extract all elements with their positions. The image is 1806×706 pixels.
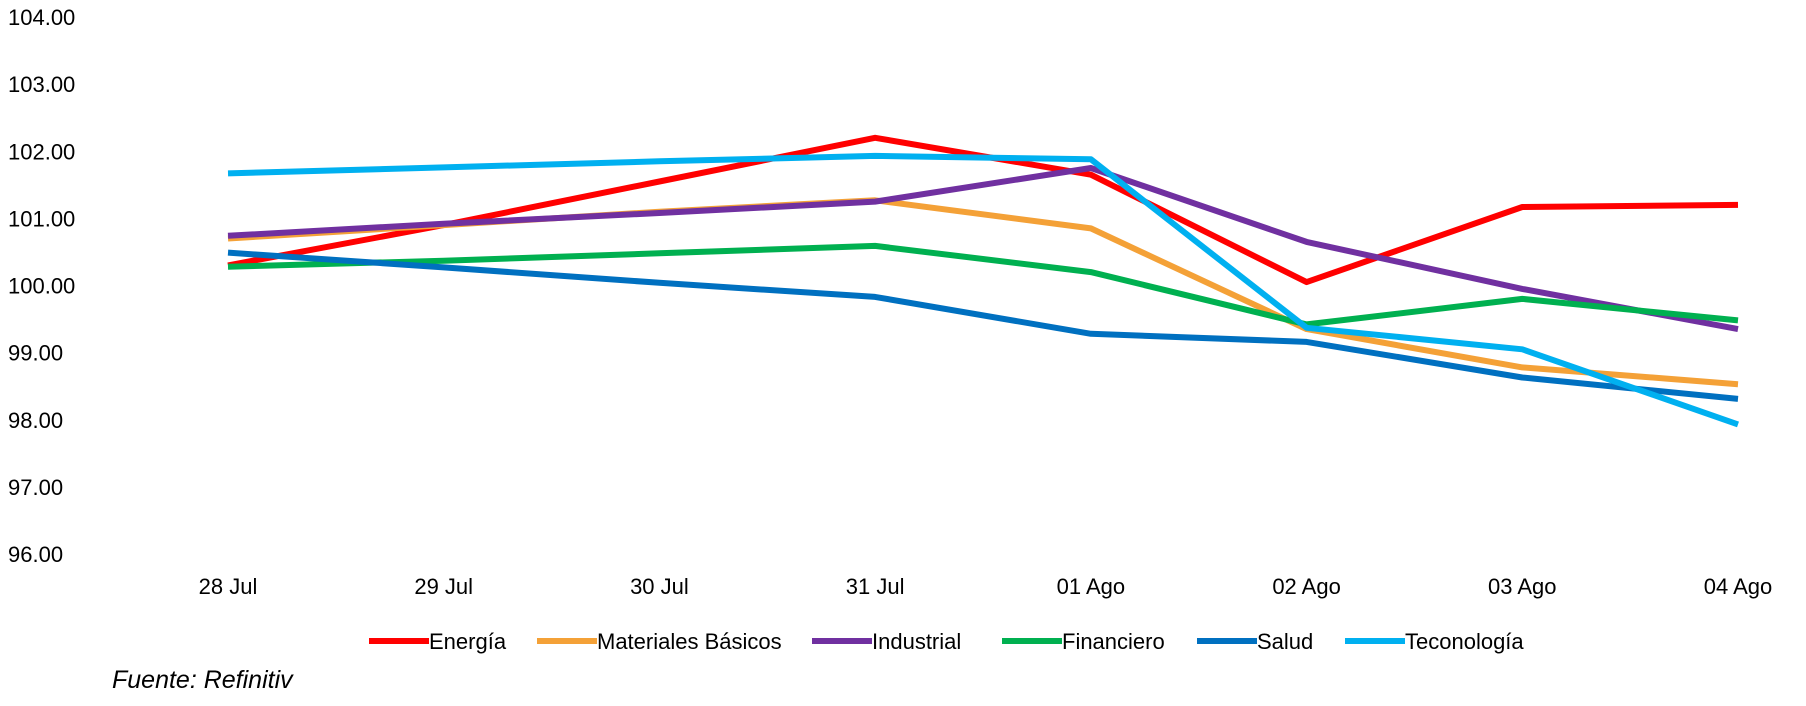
series-line-6 [227,152,1739,428]
y-tick-label: 100.00 [8,274,75,299]
x-tick-label: 29 Jul [414,574,473,599]
legend-label-5: Salud [1257,629,1313,654]
legend-label-2: Materiales Básicos [597,629,782,654]
y-tick-label: 103.00 [8,72,75,97]
x-tick-label: 28 Jul [199,574,258,599]
x-tick-label: 03 Ago [1488,574,1557,599]
x-tick-label: 01 Ago [1057,574,1126,599]
chart-legend: Energía Materiales Básicos Industrial Finan… [369,629,1524,654]
y-tick-label: 99.00 [8,341,63,366]
legend-label-6: Teconología [1405,629,1524,654]
legend-label-4: Financiero [1062,629,1165,654]
y-tick-label: 98.00 [8,408,63,433]
y-tick-label: 104.00 [8,5,75,30]
legend-label-3: Industrial [872,629,961,654]
source-note: Fuente: Refinitiv [112,666,293,694]
series-line-2 [227,197,1739,388]
x-tick-label: 02 Ago [1272,574,1341,599]
y-tick-label: 101.00 [8,206,75,231]
x-tick-label: 31 Jul [846,574,905,599]
legend-label-1: Energía [429,629,507,654]
series-line-3 [227,165,1739,333]
y-tick-label: 102.00 [8,139,75,164]
y-tick-label: 97.00 [8,475,63,500]
series-line-5 [227,249,1739,402]
series-lines [227,134,1739,428]
x-tick-label: 04 Ago [1704,574,1773,599]
x-tick-label: 30 Jul [630,574,689,599]
y-tick-label: 96.00 [8,542,63,567]
x-axis-tick-labels: 28 Jul 29 Jul 30 Jul 31 Jul 01 Ago 02 Ago 03 A… [199,574,1773,599]
y-axis-tick-labels: 96.00 97.00 98.00 99.00 100.00 101.00 102.00 10… [8,5,75,567]
series-line-4 [227,242,1739,328]
